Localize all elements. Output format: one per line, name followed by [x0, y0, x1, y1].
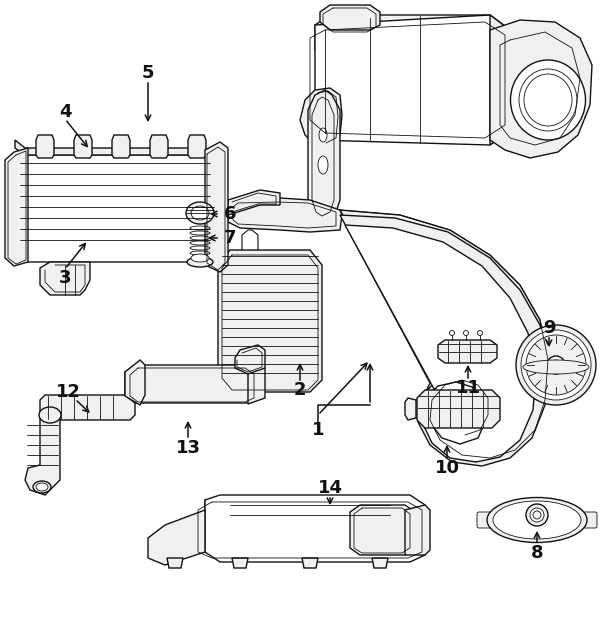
Polygon shape — [40, 395, 135, 420]
Polygon shape — [112, 135, 130, 158]
Text: 11: 11 — [456, 379, 481, 397]
Ellipse shape — [478, 331, 483, 335]
Text: 7: 7 — [224, 229, 236, 247]
FancyBboxPatch shape — [477, 512, 497, 528]
Polygon shape — [300, 88, 342, 145]
Polygon shape — [205, 500, 425, 520]
Text: 6: 6 — [224, 205, 236, 223]
Polygon shape — [308, 90, 340, 220]
Polygon shape — [228, 190, 280, 215]
Ellipse shape — [33, 481, 51, 493]
Ellipse shape — [464, 331, 468, 335]
Ellipse shape — [526, 504, 548, 526]
Polygon shape — [218, 250, 322, 392]
Ellipse shape — [319, 128, 327, 142]
Text: 9: 9 — [543, 319, 555, 337]
Polygon shape — [235, 345, 265, 374]
Ellipse shape — [519, 69, 577, 131]
Ellipse shape — [187, 257, 213, 267]
Polygon shape — [372, 558, 388, 568]
Ellipse shape — [191, 254, 209, 262]
Polygon shape — [405, 398, 416, 420]
Polygon shape — [315, 15, 510, 145]
Text: 10: 10 — [434, 459, 459, 477]
Ellipse shape — [533, 511, 541, 519]
Ellipse shape — [36, 483, 48, 491]
Ellipse shape — [524, 74, 572, 126]
Polygon shape — [417, 390, 500, 428]
Polygon shape — [205, 495, 425, 562]
Text: 2: 2 — [294, 381, 306, 399]
Polygon shape — [232, 558, 248, 568]
Ellipse shape — [191, 206, 209, 220]
Polygon shape — [15, 140, 215, 168]
Text: 8: 8 — [531, 544, 544, 562]
Text: 1: 1 — [312, 421, 325, 439]
Polygon shape — [15, 155, 215, 262]
Polygon shape — [125, 365, 258, 403]
Polygon shape — [25, 410, 60, 495]
Polygon shape — [188, 135, 206, 158]
Text: 3: 3 — [59, 269, 71, 287]
Polygon shape — [340, 210, 548, 458]
Polygon shape — [490, 20, 592, 158]
Text: 4: 4 — [59, 103, 71, 121]
Text: 12: 12 — [56, 383, 81, 401]
Text: 13: 13 — [176, 439, 201, 457]
Ellipse shape — [516, 325, 596, 405]
Ellipse shape — [318, 156, 328, 174]
Polygon shape — [315, 15, 510, 65]
Ellipse shape — [493, 501, 581, 539]
Polygon shape — [438, 340, 497, 363]
Ellipse shape — [547, 356, 565, 374]
Polygon shape — [340, 215, 548, 466]
Ellipse shape — [450, 331, 454, 335]
Ellipse shape — [526, 335, 586, 395]
Ellipse shape — [39, 407, 61, 423]
Polygon shape — [228, 198, 342, 232]
Ellipse shape — [551, 360, 561, 370]
Polygon shape — [74, 135, 92, 158]
FancyBboxPatch shape — [577, 512, 597, 528]
Polygon shape — [36, 135, 54, 158]
Polygon shape — [150, 135, 168, 158]
Polygon shape — [320, 5, 380, 30]
Polygon shape — [148, 510, 205, 565]
Text: 5: 5 — [142, 64, 154, 82]
Polygon shape — [125, 360, 145, 405]
Ellipse shape — [186, 202, 214, 224]
Polygon shape — [345, 225, 536, 462]
Ellipse shape — [523, 360, 589, 374]
Polygon shape — [248, 362, 265, 404]
Polygon shape — [350, 505, 415, 555]
Polygon shape — [40, 262, 90, 295]
Polygon shape — [302, 558, 318, 568]
Text: 14: 14 — [317, 479, 342, 497]
Polygon shape — [490, 15, 510, 145]
Polygon shape — [405, 505, 430, 555]
Polygon shape — [167, 558, 183, 568]
Ellipse shape — [487, 498, 587, 542]
Ellipse shape — [521, 330, 591, 400]
Polygon shape — [205, 142, 228, 272]
Polygon shape — [5, 148, 28, 266]
Ellipse shape — [511, 60, 586, 140]
Ellipse shape — [530, 508, 544, 522]
